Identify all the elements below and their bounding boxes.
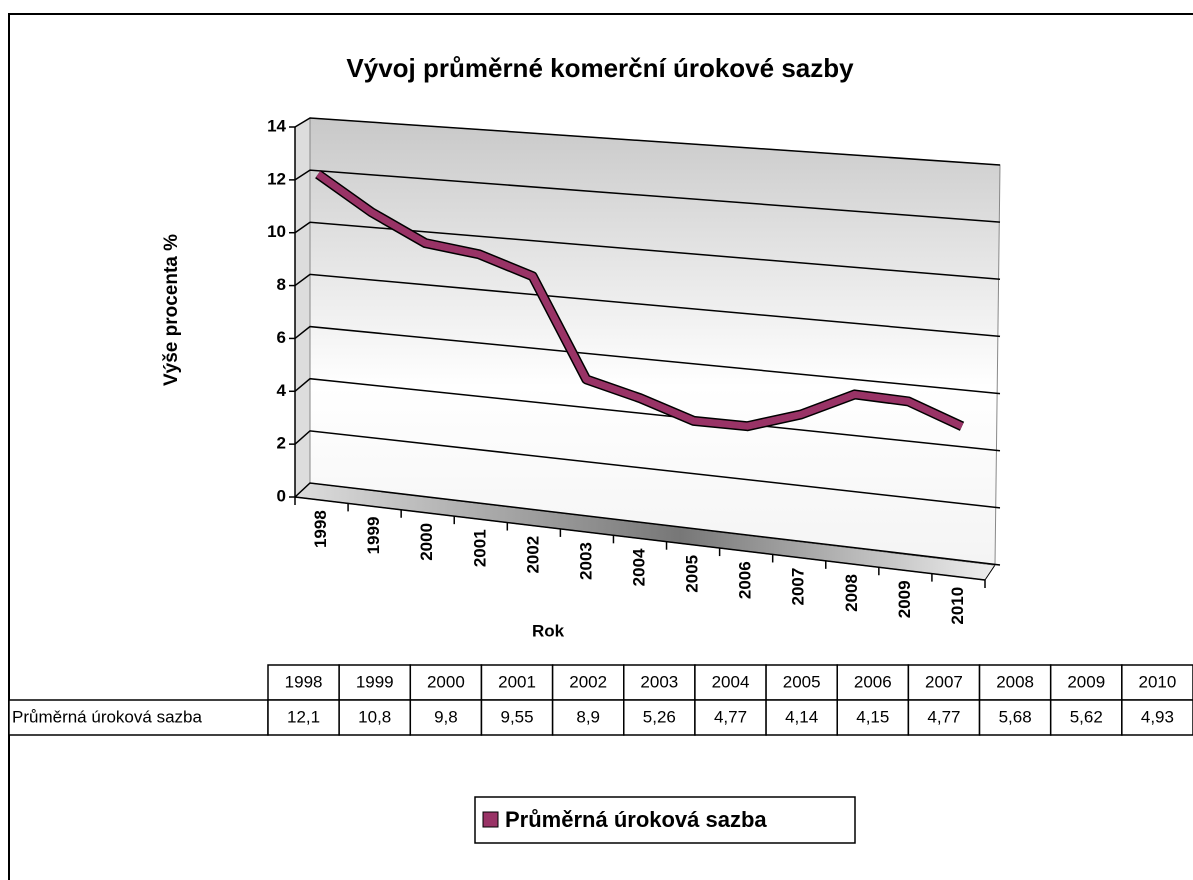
table-value: 4,15 — [856, 707, 889, 726]
table-header: 1999 — [356, 672, 394, 691]
table-header: 2001 — [498, 672, 536, 691]
table-value: 4,77 — [714, 707, 747, 726]
chart-title: Vývoj průměrné komerční úrokové sazby — [346, 53, 854, 83]
grid-line — [294, 221, 1001, 281]
x-axis-label: Rok — [532, 621, 565, 640]
table-header: 2005 — [783, 672, 821, 691]
x-tick-label: 2003 — [576, 542, 595, 580]
y-tick-label: 4 — [277, 381, 287, 400]
table-header: 2002 — [569, 672, 607, 691]
table-header: 2000 — [427, 672, 465, 691]
x-tick-label: 2002 — [523, 536, 542, 574]
table-value: 9,8 — [434, 707, 458, 726]
table-value: 9,55 — [500, 707, 533, 726]
table-value: 12,1 — [287, 707, 320, 726]
table-value: 5,62 — [1070, 707, 1103, 726]
table-header: 2004 — [712, 672, 750, 691]
y-tick-label: 2 — [277, 434, 286, 453]
y-tick-label: 0 — [277, 486, 286, 505]
table-value: 5,68 — [999, 707, 1032, 726]
table-cell — [1121, 664, 1193, 701]
table-cell — [338, 699, 412, 736]
y-tick-label: 6 — [277, 328, 286, 347]
grid-line — [294, 117, 1001, 166]
x-tick-label: 1999 — [364, 517, 383, 555]
table-cell — [267, 664, 340, 701]
grid-line — [294, 325, 1001, 395]
table-value: 5,26 — [643, 707, 676, 726]
x-tick-label: 2000 — [417, 523, 436, 561]
y-axis-label: Výše procenta % — [161, 234, 182, 386]
table-value: 4,14 — [785, 707, 818, 726]
table-cell — [480, 664, 554, 701]
grid-line — [294, 430, 1001, 509]
x-tick-label: 2010 — [948, 587, 967, 625]
table-cell — [623, 699, 696, 736]
x-tick-label: 2009 — [895, 580, 914, 618]
line — [315, 171, 964, 430]
table-cell — [765, 664, 838, 701]
grid-line — [294, 273, 1001, 338]
x-tick-label: 2008 — [842, 574, 861, 612]
x-axis — [294, 496, 986, 581]
legend-label: Průměrná úroková sazba — [505, 807, 767, 832]
grid-line — [294, 169, 1001, 223]
table-header: 2008 — [996, 672, 1034, 691]
y-tick-label: 12 — [267, 169, 286, 188]
y-tick-label: 10 — [267, 222, 286, 241]
table-cell — [836, 664, 910, 701]
grid-line — [294, 377, 1001, 452]
table-cell — [409, 699, 483, 736]
x-tick-label: 2004 — [629, 548, 648, 586]
table-header: 2009 — [1067, 672, 1105, 691]
table-header: 2006 — [854, 672, 892, 691]
grid-line — [294, 482, 1001, 566]
table-value: 4,77 — [927, 707, 960, 726]
table-value: 8,9 — [576, 707, 600, 726]
table-header: 2003 — [640, 672, 678, 691]
table-header: 2010 — [1139, 672, 1177, 691]
x-tick-label: 2001 — [470, 529, 489, 567]
table-cell — [765, 699, 838, 736]
table-row-label: Průměrná úroková sazba — [12, 707, 202, 726]
legend-swatch — [482, 811, 499, 828]
table-cell — [409, 664, 483, 701]
table-cell — [694, 699, 767, 736]
x-tick-label: 2006 — [736, 561, 755, 599]
table-cell — [1121, 699, 1193, 736]
y-tick-label: 14 — [267, 116, 286, 135]
table-header: 1998 — [285, 672, 323, 691]
table-cell — [551, 699, 625, 736]
table-cell — [978, 699, 1052, 736]
table-header: 2007 — [925, 672, 963, 691]
table-cell — [551, 664, 625, 701]
y-tick-label: 8 — [277, 275, 286, 294]
table-value: 10,8 — [358, 707, 391, 726]
x-tick-label: 2005 — [683, 555, 702, 593]
table-cell — [480, 699, 554, 736]
legend-box — [474, 796, 856, 844]
table-value: 4,93 — [1141, 707, 1174, 726]
x-tick-label: 2007 — [789, 568, 808, 606]
x-tick-label: 1998 — [311, 510, 330, 548]
